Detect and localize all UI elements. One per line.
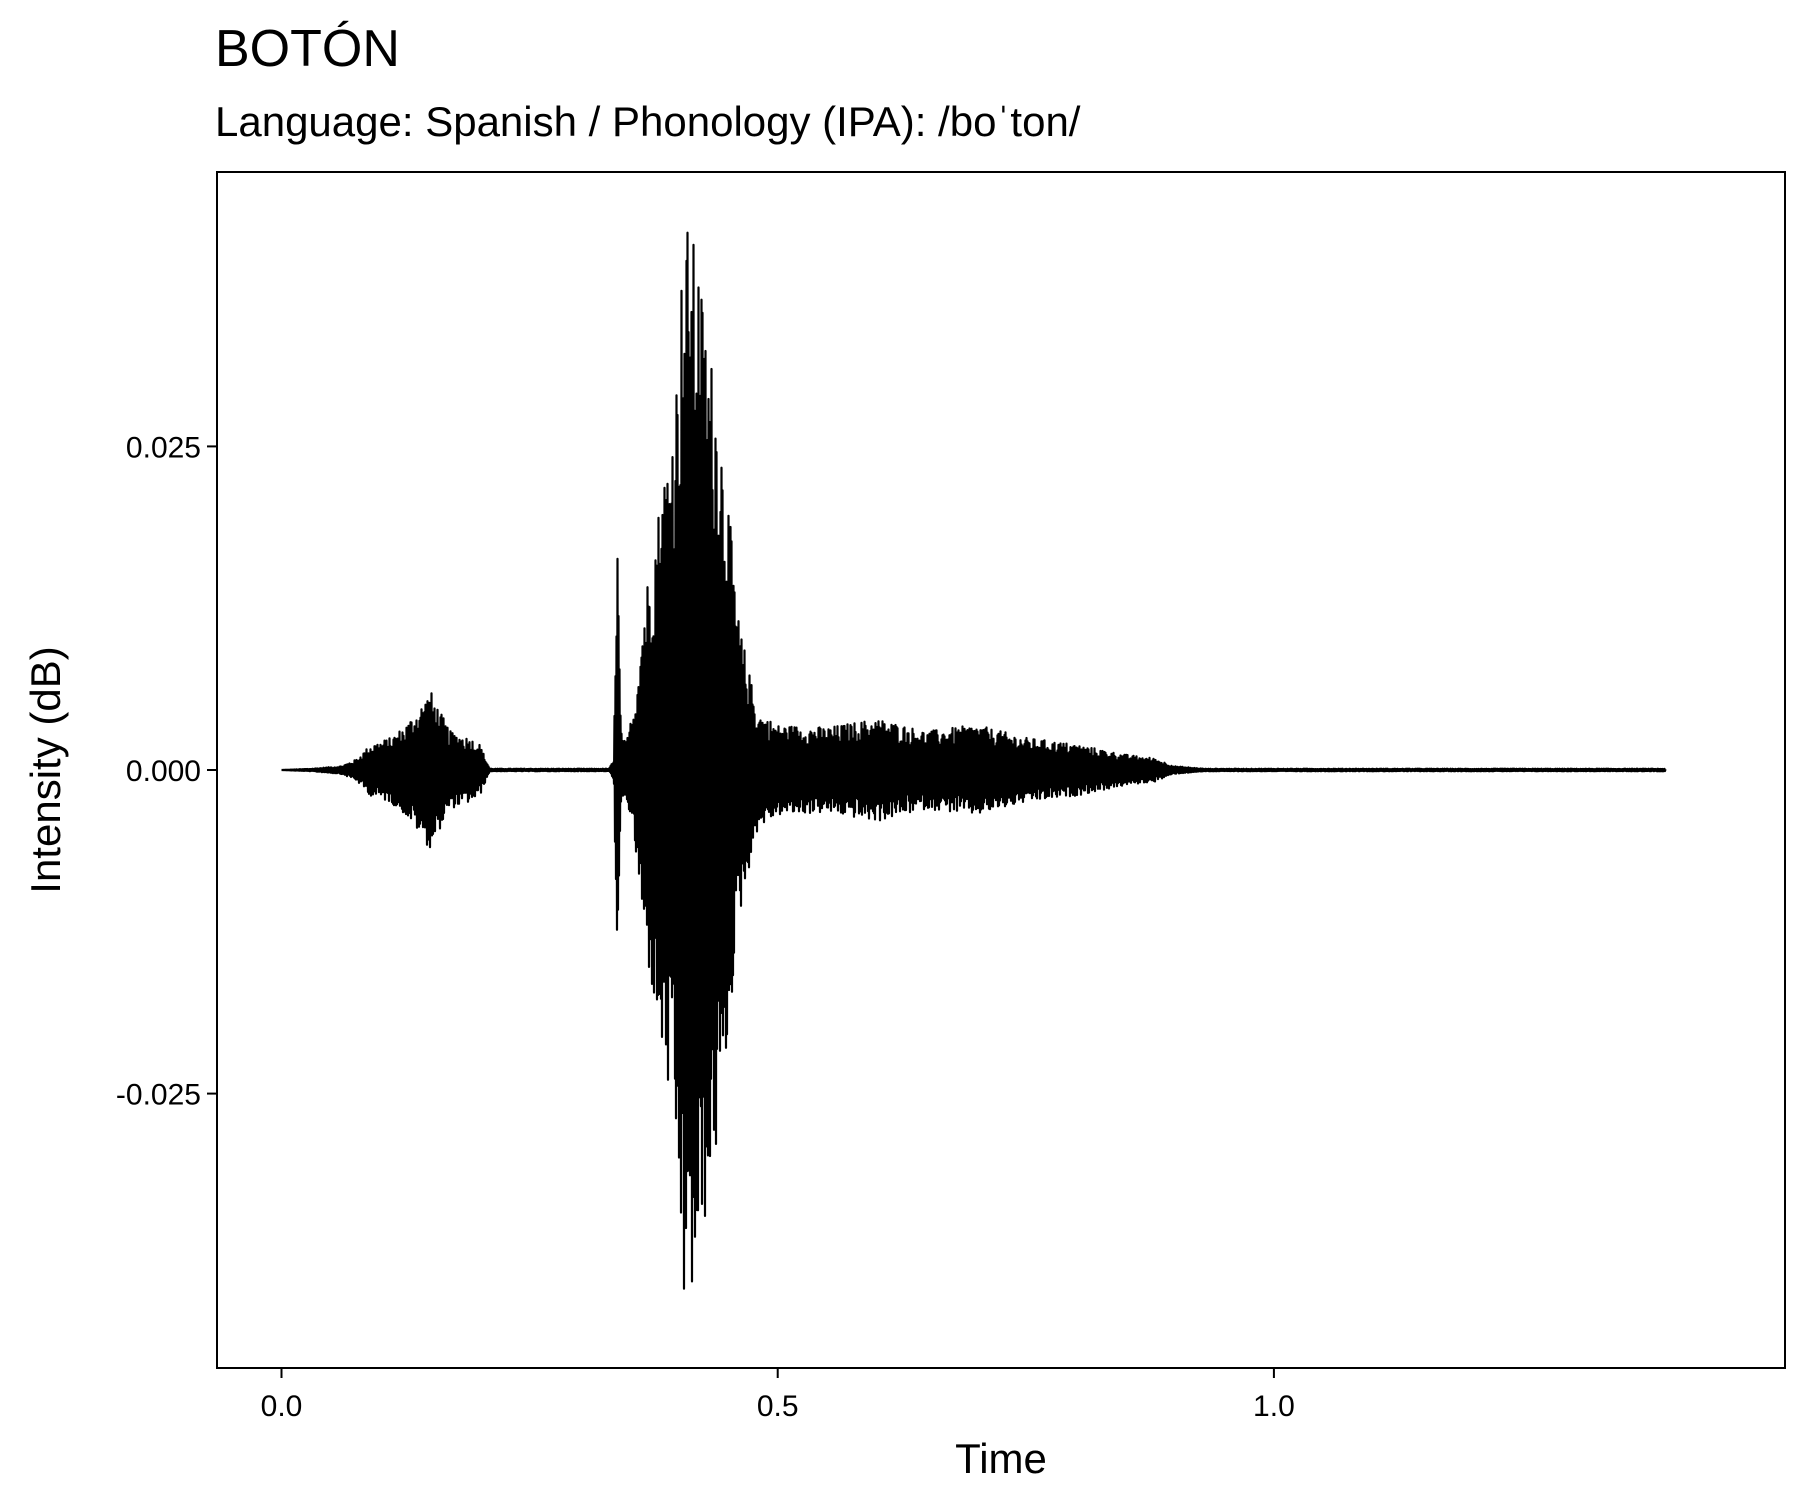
x-axis-label: Time <box>955 1435 1047 1482</box>
y-tick-label: 0.000 <box>126 755 201 788</box>
y-axis: 0.025 0.000 -0.025 <box>116 431 217 1112</box>
y-axis-label: Intensity (dB) <box>22 646 69 893</box>
chart-subtitle: Language: Spanish / Phonology (IPA): /bo… <box>215 98 1081 145</box>
y-tick-label: -0.025 <box>116 1079 201 1112</box>
x-axis: 0.0 0.5 1.0 <box>261 1368 1295 1423</box>
waveform-line <box>280 231 1667 1290</box>
waveform-series <box>280 231 1667 1290</box>
x-tick-label: 0.0 <box>261 1390 303 1423</box>
x-tick-label: 1.0 <box>1253 1390 1295 1423</box>
y-tick-label: 0.025 <box>126 431 201 464</box>
x-tick-label: 0.5 <box>757 1390 799 1423</box>
chart-title: BOTÓN <box>215 20 400 78</box>
